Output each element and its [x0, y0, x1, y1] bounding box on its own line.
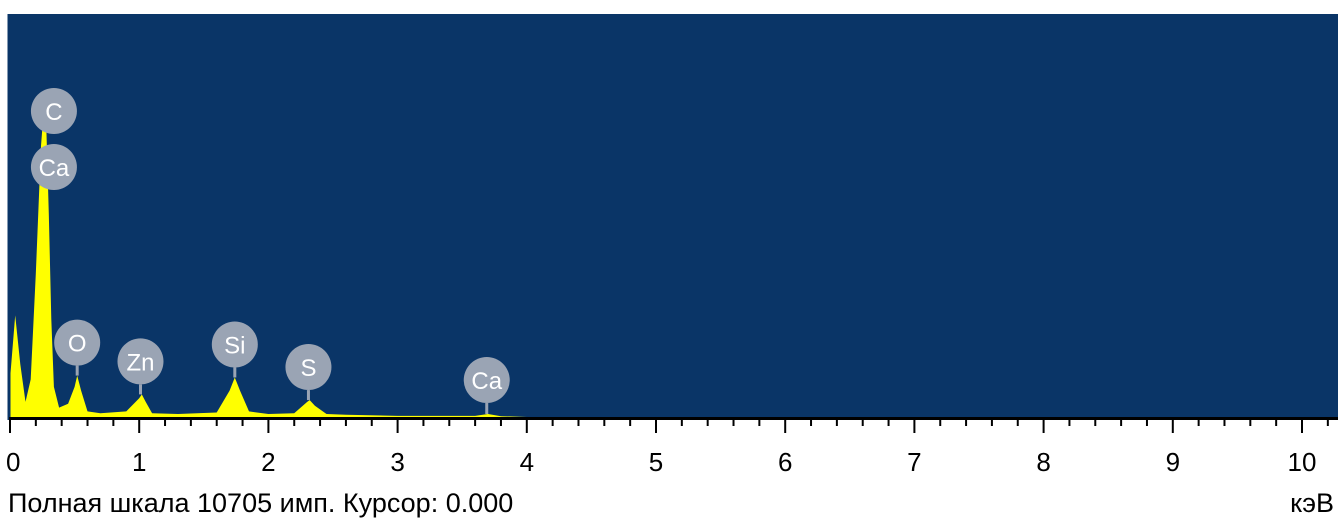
cursor-value: 0.000	[445, 488, 514, 518]
x-axis-ticks	[9, 419, 1329, 433]
x-tick-label: 8	[1036, 447, 1050, 477]
element-marker-badge	[117, 338, 164, 385]
x-tick-label: 10	[1288, 447, 1317, 477]
x-tick-label: 6	[778, 447, 792, 477]
x-tick-label: 0	[6, 447, 20, 477]
element-marker-label: Si	[224, 332, 245, 359]
x-tick-label: 3	[390, 447, 404, 477]
element-marker-label: O	[68, 331, 87, 358]
element-markers: C Ca O Zn Si S Ca	[30, 88, 510, 403]
element-marker-label: C	[45, 99, 62, 126]
x-tick-label: 2	[261, 447, 275, 477]
element-marker-badge	[211, 321, 258, 368]
x-tick-label: 9	[1166, 447, 1180, 477]
element-marker-badge	[285, 344, 332, 391]
x-tick-label: 7	[907, 447, 921, 477]
element-marker-label: S	[300, 355, 316, 382]
x-axis-tick-labels: 0 1 2 3 4 5 6 7 8 9 10	[6, 447, 1316, 477]
full-scale-label: Полная шкала	[8, 488, 190, 518]
element-marker-badge	[30, 88, 77, 134]
energy-unit-label: кэВ	[1290, 488, 1334, 518]
element-marker-badge	[54, 319, 101, 366]
element-marker-badge	[463, 357, 510, 403]
plot-background	[8, 14, 1338, 417]
element-marker-label: Ca	[39, 155, 70, 182]
element-marker-label: Zn	[126, 349, 154, 376]
counts-unit: имп.	[279, 488, 336, 518]
status-line: Полная шкала 10705 имп. Курсор: 0.000	[8, 486, 513, 520]
x-tick-label: 1	[132, 447, 146, 477]
cursor-label: Курсор:	[342, 488, 439, 518]
element-marker-badge	[30, 144, 77, 190]
full-scale-value: 10705	[197, 488, 273, 518]
marker-stems	[75, 365, 489, 414]
element-marker-label: Ca	[471, 368, 502, 395]
x-tick-label: 4	[520, 447, 534, 477]
x-tick-label: 5	[649, 447, 663, 477]
